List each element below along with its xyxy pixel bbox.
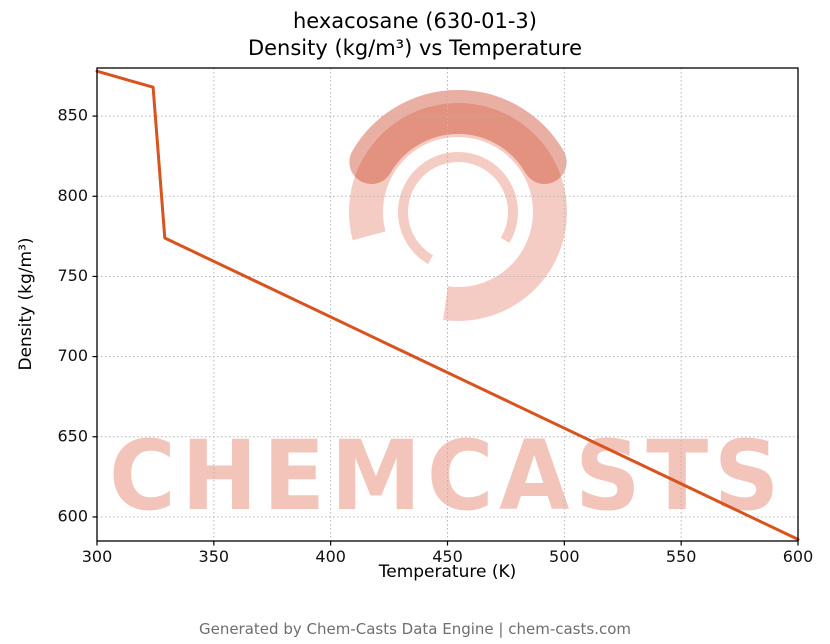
y-tick-label: 600 xyxy=(57,506,88,525)
plot-layer: 300 350 400 450 500 550 600 600 650 700 750 800 850 xyxy=(57,67,814,566)
watermark-swirl-ring xyxy=(349,103,567,321)
x-tick-label: 450 xyxy=(432,547,463,566)
chart-title-line1: hexacosane (630-01-3) xyxy=(293,9,537,33)
x-tick-label: 600 xyxy=(783,547,814,566)
y-tick-label: 800 xyxy=(57,186,88,205)
footer-credit: Generated by Chem-Casts Data Engine | ch… xyxy=(198,620,632,638)
y-tick-label: 850 xyxy=(57,106,88,125)
x-tick-label: 400 xyxy=(315,547,346,566)
x-tick-label: 550 xyxy=(666,547,697,566)
y-tick-label: 700 xyxy=(57,346,88,365)
x-tick-label: 350 xyxy=(199,547,230,566)
y-tick-label: 650 xyxy=(57,426,88,445)
watermark-swirl-inner xyxy=(398,152,518,272)
y-tick-label: 750 xyxy=(57,266,88,285)
chart-title-line2: Density (kg/m³) vs Temperature xyxy=(247,36,583,61)
watermark-logo-icon xyxy=(349,90,567,321)
x-tick-label: 500 xyxy=(549,547,580,566)
chart-title: hexacosane (630-01-3) Density (kg/m³) vs… xyxy=(0,8,830,63)
data-line-density xyxy=(95,69,800,541)
x-axis-label: Temperature (K) xyxy=(378,562,517,582)
watermark-swirl-top xyxy=(349,90,567,184)
x-tick-label: 300 xyxy=(82,547,113,566)
y-axis-label: Density (kg/m³) xyxy=(16,237,36,371)
